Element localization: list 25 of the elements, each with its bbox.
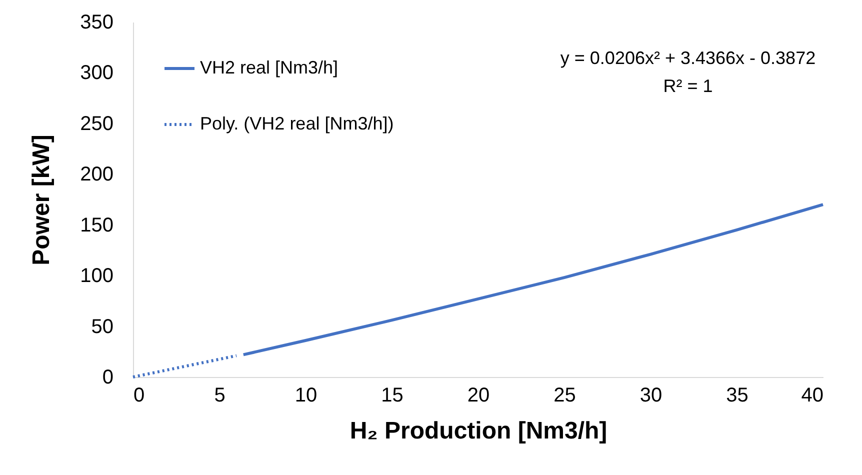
x-tick-label: 25 — [554, 384, 576, 406]
annotation: R² = 1 — [663, 76, 713, 96]
y-tick-label: 50 — [91, 316, 114, 338]
y-tick-label: 250 — [80, 112, 114, 135]
legend-label: Poly. (VH2 real [Nm3/h]) — [200, 114, 394, 134]
line-series — [132, 354, 238, 378]
y-tick-label: 0 — [102, 366, 114, 388]
y-tick-label: 100 — [80, 265, 114, 288]
annotation: y = 0.0206x² + 3.4366x - 0.3872 — [560, 48, 816, 68]
x-axis-title: H₂ Production [Nm3/h] — [350, 418, 608, 444]
x-tick-label: 40 — [801, 384, 824, 406]
x-tick-label: 35 — [726, 384, 748, 406]
line-series — [242, 203, 824, 356]
y-tick-label: 300 — [80, 62, 114, 84]
x-tick-label: 10 — [294, 384, 318, 406]
x-tick-label: 0 — [134, 384, 145, 406]
legend-label: VH2 real [Nm3/h] — [200, 58, 338, 78]
x-tick-label: 15 — [381, 384, 404, 406]
x-tick-label: 20 — [467, 384, 490, 406]
y-axis-title: Power [kW] — [28, 134, 56, 266]
x-tick-label: 30 — [640, 384, 662, 406]
y-tick-label: 150 — [80, 214, 114, 236]
y-tick-label: 200 — [80, 164, 114, 186]
y-tick-label: 350 — [80, 12, 114, 34]
x-tick-label: 5 — [214, 384, 226, 406]
